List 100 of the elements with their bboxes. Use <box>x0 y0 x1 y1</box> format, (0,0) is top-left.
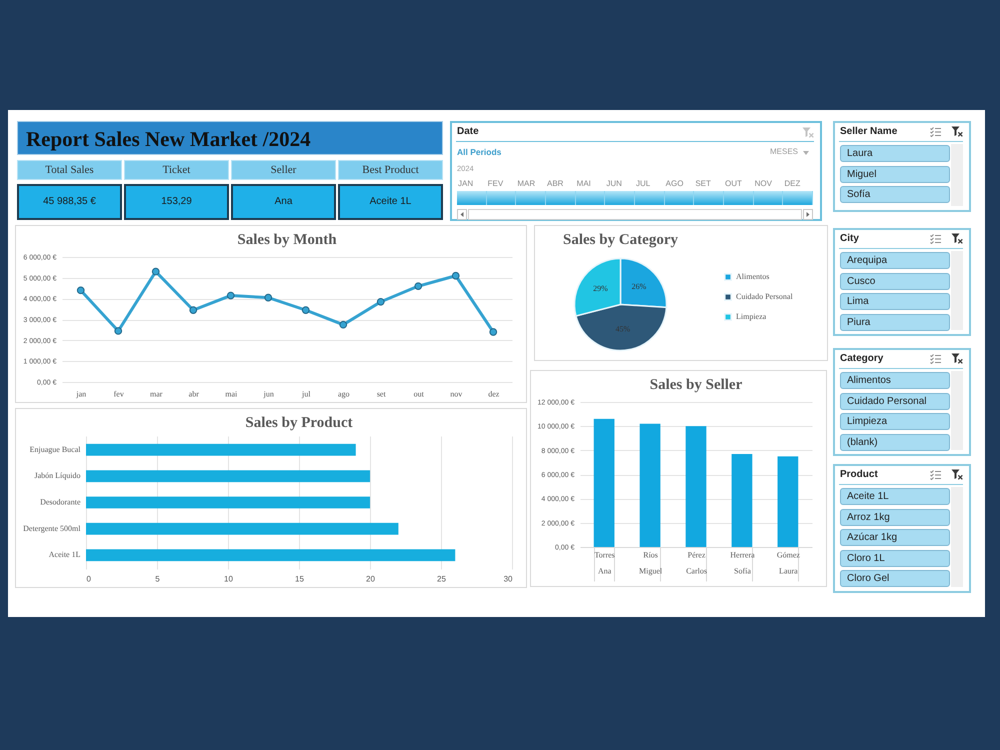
data-label: 26% <box>632 282 647 292</box>
title-banner: Report Sales New Market /2024 <box>17 121 443 155</box>
chart-title: Sales by Seller <box>650 377 743 393</box>
x-tick-label: jan <box>75 390 86 398</box>
category-label: JUL <box>636 179 650 188</box>
x-tick-label: jun <box>262 390 274 398</box>
category-label: ABR <box>547 179 564 188</box>
filter-button: Miguel <box>840 166 950 182</box>
category-label: Miguel <box>847 168 876 180</box>
y-tick-label: Detergente 500ml <box>23 524 82 533</box>
point <box>452 272 460 280</box>
text: Date <box>457 126 479 137</box>
filter-button: Cusco <box>840 272 950 290</box>
category-label: Alimentos <box>847 375 891 386</box>
x-tick-label: Pérez Carlos <box>686 550 707 576</box>
filter-button: Sofía <box>840 186 950 203</box>
x-tick-label: 15 <box>295 574 304 584</box>
bar <box>86 496 370 508</box>
kpi-header: Best Product <box>338 160 443 180</box>
filter-button: Piura <box>840 314 950 330</box>
y-tick-label: Aceite 1L <box>48 550 81 560</box>
chart-title: Sales by Month <box>237 232 338 248</box>
text: Product <box>840 469 878 480</box>
legend-label: Alimentos <box>736 272 770 281</box>
category-label: Laura <box>847 148 873 159</box>
text: Category <box>840 353 884 364</box>
category-label: Arequipa <box>847 255 888 266</box>
filter-button: Lima <box>840 293 950 310</box>
x-tick-label: 20 <box>366 574 376 584</box>
category-label: Piura <box>847 316 870 328</box>
category-label: Limpieza <box>847 416 888 427</box>
x-tick-label: fev <box>114 390 124 398</box>
category-label: DEZ <box>784 179 800 188</box>
filter-button: Cloro Gel <box>840 570 950 587</box>
point <box>414 282 422 290</box>
category-label: Cusco <box>847 276 876 286</box>
point <box>189 306 198 314</box>
x-tick-label: mar <box>150 390 163 398</box>
text: Seller Name <box>840 126 898 137</box>
bar <box>86 522 398 535</box>
filter-button: Laura <box>840 145 950 162</box>
point <box>489 328 498 336</box>
point <box>76 286 85 294</box>
bar <box>86 444 356 456</box>
category-label: Azúcar 1kg <box>847 532 898 543</box>
point <box>264 294 272 302</box>
point <box>339 320 348 329</box>
chart-title: Sales by Category <box>563 232 678 248</box>
x-tick-label: set <box>376 390 386 398</box>
x-tick-label: out <box>414 390 425 398</box>
category-label: OUT <box>725 179 742 188</box>
legend-label: Cuidado Personal <box>736 292 794 301</box>
text: All Periods <box>457 147 502 157</box>
category-label: Cloro 1L <box>847 552 885 564</box>
point <box>152 268 160 276</box>
x-tick-label: ago <box>338 390 350 398</box>
x-tick-label: Ríos Miguel <box>639 550 663 576</box>
category-label: AGO <box>666 179 684 188</box>
category-label: Sofía <box>847 189 870 200</box>
category-label: MAR <box>517 179 536 188</box>
category-label: Arroz 1kg <box>847 512 890 522</box>
filter-button: Cloro 1L <box>840 550 950 566</box>
category-label: Aceite 1L <box>847 491 889 502</box>
point <box>226 292 235 300</box>
category-label: JUN <box>606 179 622 188</box>
category-label: (blank) <box>847 436 878 448</box>
x-tick-label: Torres Ana <box>594 550 615 576</box>
legend-label: Limpieza <box>736 312 767 321</box>
category-label: Cloro Gel <box>847 573 890 584</box>
filter-button: Limpieza <box>840 413 950 430</box>
point <box>376 298 385 306</box>
category-label: SET <box>695 179 711 188</box>
point <box>302 306 310 314</box>
kpi-card: 45 988,35 € <box>17 184 122 220</box>
x-tick-label: Gómez Laura <box>776 550 800 576</box>
bar <box>732 454 752 547</box>
category-label: JAN <box>458 179 474 188</box>
kpi-card: Aceite 1L <box>338 184 443 220</box>
filter-button: Arequipa <box>840 252 950 269</box>
point <box>114 327 122 335</box>
category-label: Cuidado Personal <box>847 396 926 406</box>
x-tick-label: 0 <box>86 574 92 584</box>
filter-button: Azúcar 1kg <box>840 529 950 546</box>
chart-title: Sales by Product <box>245 415 353 431</box>
x-tick-label: 25 <box>437 574 446 584</box>
x-tick-label: abr <box>188 390 200 398</box>
x-tick-label: jul <box>301 390 312 398</box>
bar <box>778 456 798 547</box>
x-tick-label: 5 <box>155 574 160 584</box>
bar <box>640 424 660 547</box>
filter-button: (blank) <box>840 434 950 450</box>
y-tick-label: Desodorante <box>40 498 81 506</box>
bar <box>686 426 706 547</box>
bar <box>594 418 614 547</box>
y-tick-label: Jabón Líquido <box>34 471 80 480</box>
kpi-header: Total Sales <box>17 160 122 180</box>
data-label: 45% <box>616 324 631 334</box>
bar <box>86 470 370 482</box>
filter-button: Aceite 1L <box>840 488 950 505</box>
x-tick-label: 30 <box>504 574 514 584</box>
